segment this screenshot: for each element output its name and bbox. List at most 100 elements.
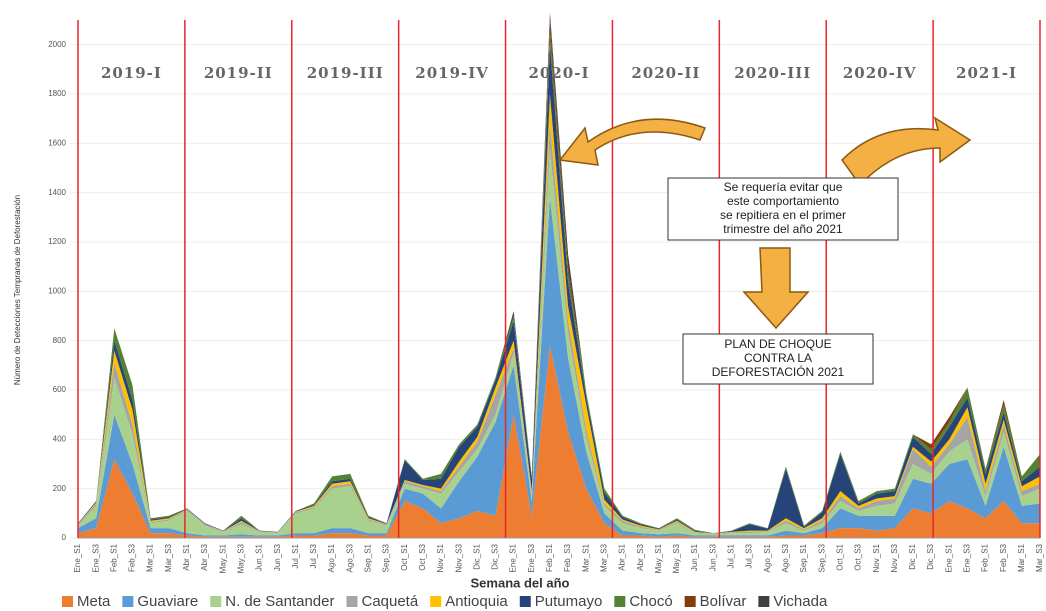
plot-area: 0 200 400 600 800 1000 1200 1400 1600 1800 2000 Ene… <box>48 12 1044 573</box>
period-label: 2021-I <box>956 64 1017 82</box>
legend-swatch <box>684 596 696 607</box>
x-tick-label: Feb_S3 <box>128 543 137 572</box>
area <box>78 197 1040 537</box>
legend-label: Caquetá <box>361 593 418 610</box>
arrow-right <box>841 116 972 187</box>
x-tick-label: Nov_S1 <box>872 543 881 572</box>
plan-line: DEFORESTACIÓN 2021 <box>712 364 845 379</box>
y-tick-label: 0 <box>62 533 67 542</box>
legend-swatch <box>122 596 134 607</box>
legend-swatch <box>758 596 770 607</box>
period-label: 2019-IV <box>415 64 489 82</box>
legend-label: Chocó <box>629 593 672 610</box>
legend-swatch <box>210 596 222 607</box>
x-tick-label: Oct_S1 <box>835 543 844 570</box>
x-tick-label: May_S3 <box>236 543 245 573</box>
legend-label: Putumayo <box>535 593 603 610</box>
x-tick-label: Dic_S1 <box>472 543 481 569</box>
x-tick-label: Sep_S3 <box>382 543 391 572</box>
x-tick-label: Ene_S1 <box>73 543 82 572</box>
y-tick-label: 200 <box>53 484 67 493</box>
legend-label: Vichada <box>773 593 828 610</box>
x-tick-label: Abr_S1 <box>618 543 627 570</box>
x-tick-label: Ago_S3 <box>345 543 354 572</box>
x-tick-label: Oct_S3 <box>418 543 427 570</box>
arrow-down <box>742 247 810 330</box>
period-label: 2020-I <box>529 64 590 82</box>
legend-label: Antioquia <box>445 593 508 610</box>
x-tick-label: Nov_S3 <box>454 543 463 572</box>
note-line: este comportamiento <box>727 194 839 208</box>
y-tick-label: 1800 <box>48 89 66 98</box>
x-tick-label: Mar_S3 <box>599 543 608 572</box>
x-tick-label: Mar_S1 <box>581 543 590 572</box>
legend-swatch <box>346 596 358 607</box>
x-tick-label: Oct_S1 <box>400 543 409 570</box>
x-tick-label: Nov_S3 <box>890 543 899 572</box>
x-tick-label: Sep_S3 <box>817 543 826 572</box>
x-tick-label: Mar_S3 <box>1035 543 1044 572</box>
y-tick-label: 1200 <box>48 237 66 246</box>
legend: Meta Guaviare N. de Santander Caquetá Antioq… <box>62 593 828 610</box>
x-tick-label: Ene_S1 <box>944 543 953 572</box>
x-tick-label: Jul_S1 <box>291 543 300 568</box>
plan-line: PLAN DE CHOQUE <box>724 337 831 351</box>
y-axis-title: Número de Detecciones Tempranas de Defor… <box>13 195 22 385</box>
legend-swatch <box>62 596 73 607</box>
legend-swatch <box>519 596 531 607</box>
x-tick-label: Feb_S1 <box>109 543 118 572</box>
x-tick-label: May_S1 <box>218 543 227 573</box>
x-tick-label: Dic_S1 <box>908 543 917 569</box>
x-tick-label: Jun_S1 <box>255 543 264 571</box>
arrow-left <box>558 118 706 166</box>
x-tick-label: Oct_S3 <box>854 543 863 570</box>
legend-label: N. de Santander <box>225 593 334 610</box>
x-tick-label: Nov_S1 <box>436 543 445 572</box>
x-tick-label: Feb_S3 <box>999 543 1008 572</box>
period-label: 2019-II <box>204 64 273 82</box>
x-tick-label: Ene_S3 <box>91 543 100 572</box>
x-tick-label: Feb_S3 <box>563 543 572 572</box>
period-label: 2019-III <box>307 64 384 82</box>
x-tick-label: Jun_S3 <box>708 543 717 571</box>
y-tick-label: 400 <box>53 434 67 443</box>
legend-label: Guaviare <box>137 593 198 610</box>
x-axis-title: Semana del año <box>471 575 570 590</box>
plan-line: CONTRA LA <box>744 351 812 365</box>
period-label: 2020-III <box>734 64 811 82</box>
x-tick-label: Jul_S1 <box>727 543 736 568</box>
legend-swatch <box>430 596 442 607</box>
x-tick-label: May_S1 <box>654 543 663 573</box>
x-tick-label: Ene_S3 <box>527 543 536 572</box>
x-tick-label: Ago_S3 <box>781 543 790 572</box>
x-tick-label: Ene_S1 <box>509 543 518 572</box>
x-tick-label: May_S3 <box>672 543 681 573</box>
note-box <box>667 177 899 241</box>
legend-label: Bolívar <box>700 593 747 610</box>
x-tick-label: Dic_S3 <box>491 543 500 569</box>
x-tick-label: Abr_S1 <box>182 543 191 570</box>
x-tick-label: Sep_S1 <box>364 543 373 572</box>
x-tick-label: Jul_S3 <box>745 543 754 568</box>
x-tick-label: Sep_S1 <box>799 543 808 572</box>
note-line: Se requería evitar que <box>724 180 843 194</box>
x-tick-label: Abr_S3 <box>200 543 209 570</box>
x-tick-label: Feb_S1 <box>545 543 554 572</box>
period-label: 2020-II <box>631 64 700 82</box>
legend-label: Meta <box>77 593 111 610</box>
period-label: 2019-I <box>101 64 162 82</box>
y-tick-label: 1000 <box>48 286 66 295</box>
note-line: se repitiera en el primer <box>720 208 846 222</box>
y-tick-label: 800 <box>53 336 67 345</box>
x-tick-label: Feb_S1 <box>981 543 990 572</box>
y-tick-label: 1400 <box>48 188 66 197</box>
x-tick-label: Abr_S3 <box>636 543 645 570</box>
x-tick-label: Ene_S3 <box>963 543 972 572</box>
plan-box <box>682 333 874 385</box>
legend-swatch <box>614 596 626 607</box>
x-tick-label: Ago_S1 <box>763 543 772 572</box>
x-tick-label: Mar_S1 <box>1017 543 1026 572</box>
x-tick-label: Mar_S1 <box>146 543 155 572</box>
